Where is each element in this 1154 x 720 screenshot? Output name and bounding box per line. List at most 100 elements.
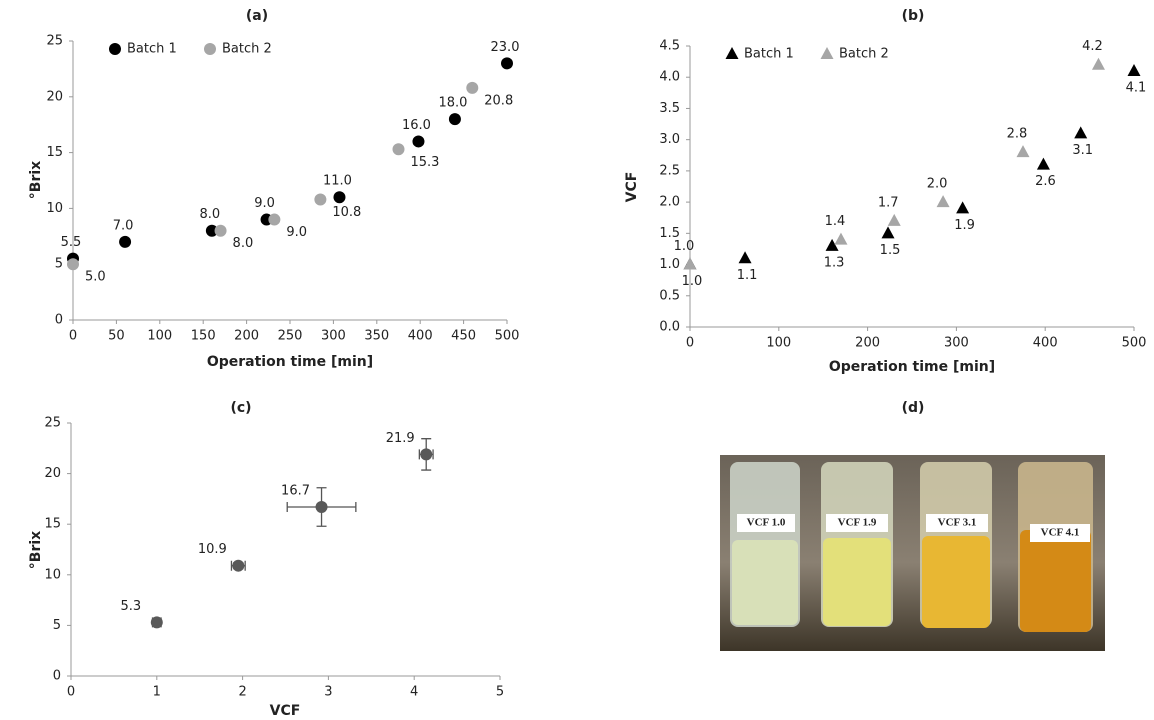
vial-label: VCF 3.1 (938, 517, 977, 529)
point (214, 224, 227, 237)
x-tick-label: 4 (410, 685, 418, 700)
point (738, 251, 752, 264)
y-tick-label: 3.5 (659, 101, 680, 116)
point (314, 193, 327, 206)
legend-label: Batch 2 (839, 47, 889, 62)
point (936, 195, 950, 208)
point (1091, 57, 1105, 70)
x-tick-label: 500 (1122, 336, 1147, 351)
y-axis-label: VCF (624, 172, 640, 203)
x-axis-label: VCF (270, 703, 301, 719)
photo-panel: (d) VCF 1.0 VCF 1.9 VCF 3.1 VCF 4.1 (720, 400, 1105, 651)
y-axis-label: °Brix (28, 161, 44, 199)
x-tick-label: 2 (238, 685, 246, 700)
chart: (c) VCF °Brix 0 1 2 3 4 5 0 5 10 15 20 25 5.3 10.9 16.7 21… (28, 400, 504, 719)
y-tick-label: 5 (55, 257, 63, 272)
data-label: 1.4 (825, 214, 846, 229)
x-tick-label: 100 (766, 336, 791, 351)
x-axis-label: Operation time [min] (207, 354, 373, 370)
legend-marker (725, 47, 739, 59)
x-tick-label: 350 (364, 329, 389, 344)
legend-marker (820, 47, 834, 59)
point (448, 113, 461, 126)
point (315, 500, 328, 513)
data-label: 2.0 (927, 177, 948, 192)
data-label: 21.9 (386, 431, 415, 446)
point (67, 258, 79, 271)
point (683, 257, 697, 270)
point (392, 143, 405, 156)
point (825, 238, 839, 251)
y-tick-label: 25 (46, 34, 63, 49)
y-tick-label: 15 (44, 517, 61, 532)
y-tick-label: 15 (46, 145, 63, 160)
vials (730, 462, 1093, 632)
data-label: 3.1 (1072, 143, 1093, 158)
y-tick-label: 20 (44, 466, 61, 481)
x-tick-label: 400 (408, 329, 433, 344)
data-label: 1.0 (682, 274, 703, 289)
chart-title: (c) (230, 400, 251, 416)
data-label: 9.0 (254, 196, 275, 211)
point (333, 191, 346, 204)
x-tick-label: 100 (147, 329, 172, 344)
point (119, 235, 132, 248)
x-tick-label: 1 (153, 685, 161, 700)
y-tick-label: 5 (53, 618, 61, 633)
data-label: 5.5 (61, 235, 82, 250)
legend-label: Batch 1 (744, 47, 794, 62)
legend-label: Batch 1 (127, 42, 177, 57)
data-label: 11.0 (323, 174, 352, 189)
data-label: 16.7 (281, 483, 310, 498)
point (1016, 145, 1030, 158)
point (466, 81, 479, 94)
y-tick-label: 0.5 (659, 288, 680, 303)
data-label: 16.0 (402, 118, 431, 133)
y-tick-label: 4.0 (659, 70, 680, 85)
x-tick-label: 300 (944, 336, 969, 351)
y-tick-label: 1.0 (659, 257, 680, 272)
data-label: 1.3 (824, 255, 845, 270)
vial-label: VCF 1.9 (838, 517, 877, 529)
x-tick-label: 0 (686, 336, 694, 351)
x-tick-label: 5 (496, 685, 504, 700)
legend-label: Batch 2 (222, 42, 272, 57)
data-label: 1.9 (954, 218, 975, 233)
x-tick-label: 150 (191, 329, 216, 344)
legend-marker (109, 43, 121, 55)
y-tick-label: 0 (53, 669, 61, 684)
data-label: 18.0 (438, 96, 467, 111)
data-label: 2.8 (1007, 127, 1028, 142)
y-tick-label: 20 (46, 89, 63, 104)
data-label: 8.0 (233, 236, 254, 251)
x-tick-label: 200 (855, 336, 880, 351)
x-tick-label: 450 (451, 329, 476, 344)
data-label: 7.0 (113, 218, 134, 233)
point (232, 559, 245, 572)
data-label: 8.0 (200, 207, 221, 222)
y-tick-label: 2.5 (659, 163, 680, 178)
data-label: 9.0 (286, 225, 307, 240)
y-tick-label: 10 (46, 201, 63, 216)
point (412, 135, 425, 148)
x-tick-label: 500 (495, 329, 520, 344)
x-tick-label: 400 (1033, 336, 1058, 351)
point (1074, 126, 1088, 139)
x-tick-label: 200 (234, 329, 259, 344)
y-tick-label: 3.0 (659, 132, 680, 147)
y-axis-label: °Brix (28, 531, 44, 569)
data-label: 2.6 (1035, 174, 1056, 189)
x-tick-label: 50 (108, 329, 125, 344)
y-tick-label: 4.5 (659, 39, 680, 54)
x-tick-label: 0 (67, 685, 75, 700)
y-tick-label: 10 (44, 567, 61, 582)
chart: (b) Operation time [min] VCF 0 100 200 300 400 5… (624, 8, 1146, 375)
point (834, 232, 848, 245)
data-label: 4.1 (1126, 80, 1147, 95)
data-label: 5.3 (120, 599, 141, 614)
point (887, 213, 901, 226)
data-label: 20.8 (484, 93, 513, 108)
